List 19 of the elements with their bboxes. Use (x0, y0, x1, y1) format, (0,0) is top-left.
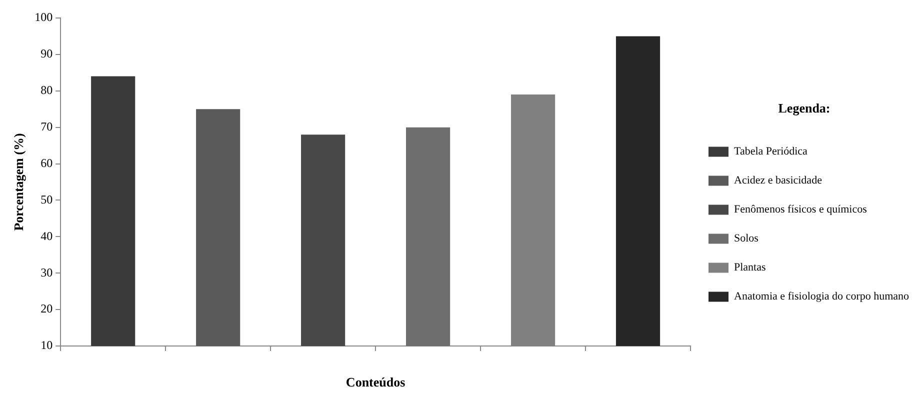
y-tick-label: 50 (40, 192, 53, 206)
legend-label: Solos (734, 232, 758, 245)
x-axis-title: Conteúdos (346, 374, 406, 390)
y-axis-title: Porcentagem (%) (11, 133, 26, 231)
y-tick-label: 100 (34, 10, 53, 24)
y-tick-label: 90 (40, 46, 53, 61)
y-tick-label: 60 (40, 156, 53, 170)
y-tick-label: 20 (40, 302, 53, 316)
y-tick-label: 80 (40, 83, 53, 98)
legend-label: Acidez e basicidade (734, 174, 822, 187)
y-tick-label: 30 (40, 265, 53, 280)
legend-title: Legenda: (778, 100, 830, 116)
legend-label: Tabela Periódica (734, 146, 808, 158)
legend-label: Anatomia e fisiologia do corpo humano (734, 290, 910, 303)
y-tick-label: 10 (40, 338, 53, 352)
y-tick-label: 40 (40, 228, 53, 243)
legend-label: Plantas (734, 262, 766, 274)
y-tick-label: 70 (40, 119, 53, 134)
legend-label: Fenômenos físicos e químicos (734, 204, 867, 216)
